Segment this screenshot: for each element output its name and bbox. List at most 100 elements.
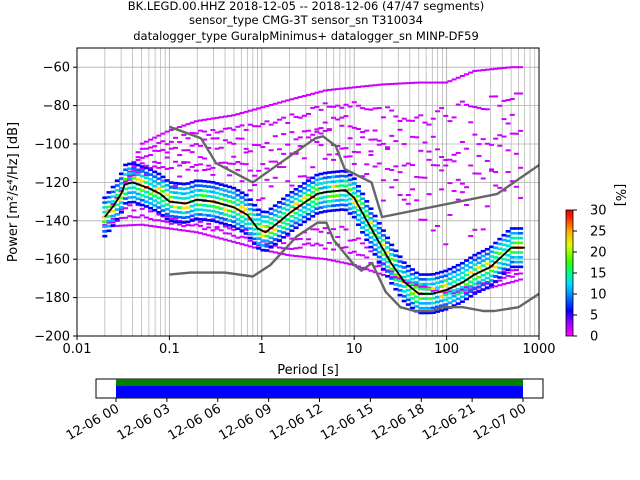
heatmap-cell xyxy=(123,192,129,196)
heatmap-cell-outlier xyxy=(472,133,478,136)
heatmap-cell xyxy=(202,184,208,188)
heatmap-cell-outlier xyxy=(143,155,149,158)
heatmap-cell-outlier xyxy=(301,243,307,246)
heatmap-cell xyxy=(281,221,287,225)
heatmap-cell xyxy=(426,273,432,276)
heatmap-cell xyxy=(127,201,133,204)
heatmap-cell xyxy=(335,179,341,183)
heatmap-cell-outlier xyxy=(459,75,465,78)
heatmap-cell xyxy=(252,213,258,217)
heatmap-cell xyxy=(335,170,341,173)
y-tick-label: −80 xyxy=(43,99,70,114)
heatmap-cell xyxy=(168,181,174,184)
heatmap-cell xyxy=(360,230,366,234)
heatmap-cell-outlier xyxy=(276,118,282,121)
heatmap-cell xyxy=(372,238,378,242)
heatmap-cell xyxy=(123,178,129,181)
heatmap-cell xyxy=(272,237,278,241)
heatmap-cell xyxy=(355,189,361,193)
heatmap-cell xyxy=(347,212,353,215)
heatmap-cell xyxy=(339,198,345,202)
heatmap-cell xyxy=(372,219,378,223)
heatmap-cell xyxy=(218,212,224,215)
heatmap-cell xyxy=(247,236,253,240)
heatmap-cell-outlier xyxy=(422,141,428,144)
heatmap-cell xyxy=(335,175,341,178)
heatmap-cell-outlier xyxy=(335,88,341,91)
heatmap-cell xyxy=(476,256,482,260)
heatmap-cell-outlier xyxy=(513,132,519,135)
heatmap-cell xyxy=(143,181,149,184)
heatmap-cell-outlier xyxy=(260,163,266,166)
heatmap-cell xyxy=(459,261,465,265)
heatmap-cell xyxy=(193,193,199,197)
heatmap-cell xyxy=(239,196,245,199)
heatmap-cell xyxy=(484,262,490,265)
heatmap-cell-outlier xyxy=(493,137,499,140)
heatmap-cell-outlier xyxy=(434,81,440,84)
heatmap-cell xyxy=(455,278,461,281)
heatmap-cell-outlier xyxy=(252,108,258,111)
heatmap-cell xyxy=(276,205,282,209)
heatmap-cell-outlier xyxy=(372,265,378,268)
heatmap-cell xyxy=(518,255,524,259)
heatmap-cell xyxy=(343,194,349,197)
heatmap-cell-outlier xyxy=(389,276,395,279)
chart-title-line-1: BK.LEGD.00.HHZ 2018-12-05 -- 2018-12-06 … xyxy=(128,0,484,13)
heatmap-cell-outlier xyxy=(476,69,482,72)
heatmap-cell-outlier xyxy=(306,256,312,259)
heatmap-cell-outlier xyxy=(135,158,141,161)
heatmap-cell-outlier xyxy=(222,127,228,130)
heatmap-cell-outlier xyxy=(181,161,187,164)
heatmap-cell xyxy=(152,180,158,183)
heatmap-cell xyxy=(243,232,249,235)
heatmap-cell xyxy=(501,238,507,242)
heatmap-cell xyxy=(139,198,145,202)
heatmap-cell-outlier xyxy=(447,158,453,161)
heatmap-cell-outlier xyxy=(422,285,428,288)
heatmap-cell xyxy=(222,213,228,216)
heatmap-cell-outlier xyxy=(252,174,258,177)
heatmap-cell-outlier xyxy=(393,115,399,118)
heatmap-cell-outlier xyxy=(513,92,519,95)
heatmap-cell-outlier xyxy=(497,144,503,147)
heatmap-cell xyxy=(355,223,361,227)
heatmap-cell xyxy=(439,294,445,298)
heatmap-cell xyxy=(143,190,149,194)
heatmap-cell-outlier xyxy=(468,121,474,124)
heatmap-cell-outlier xyxy=(430,164,436,167)
heatmap-cell xyxy=(135,202,141,205)
heatmap-cell xyxy=(343,203,349,207)
heatmap-cell-outlier xyxy=(202,157,208,160)
heatmap-cell-outlier xyxy=(318,244,324,247)
heatmap-cell xyxy=(372,253,378,256)
heatmap-cell xyxy=(376,226,382,230)
heatmap-cell-outlier xyxy=(439,188,445,191)
heatmap-cell-outlier xyxy=(197,224,203,227)
heatmap-cell xyxy=(518,227,524,230)
heatmap-cell-outlier xyxy=(410,81,416,84)
heatmap-cell xyxy=(385,236,391,240)
heatmap-cell xyxy=(484,252,490,256)
time-tick-label: 12-06 06 xyxy=(166,401,224,443)
heatmap-cell xyxy=(389,243,395,247)
heatmap-cell xyxy=(227,214,233,218)
heatmap-cell-outlier xyxy=(310,106,316,109)
heatmap-cell-outlier xyxy=(143,224,149,227)
heatmap-cell-outlier xyxy=(389,109,395,112)
heatmap-cell-outlier xyxy=(247,150,253,153)
heatmap-cell-outlier xyxy=(281,133,287,136)
heatmap-cell xyxy=(152,170,158,174)
heatmap-cell-outlier xyxy=(131,216,137,219)
heatmap-cell xyxy=(464,297,470,301)
heatmap-cell xyxy=(106,224,112,228)
heatmap-cell-outlier xyxy=(513,152,519,155)
heatmap-cell-outlier xyxy=(276,166,282,169)
heatmap-cell-outlier xyxy=(410,188,416,191)
heatmap-cell-outlier xyxy=(193,143,199,146)
heatmap-cell xyxy=(227,185,233,189)
heatmap-cell xyxy=(326,209,332,213)
heatmap-cell-outlier xyxy=(343,228,349,231)
heatmap-cell xyxy=(455,292,461,296)
heatmap-cell xyxy=(260,244,266,247)
